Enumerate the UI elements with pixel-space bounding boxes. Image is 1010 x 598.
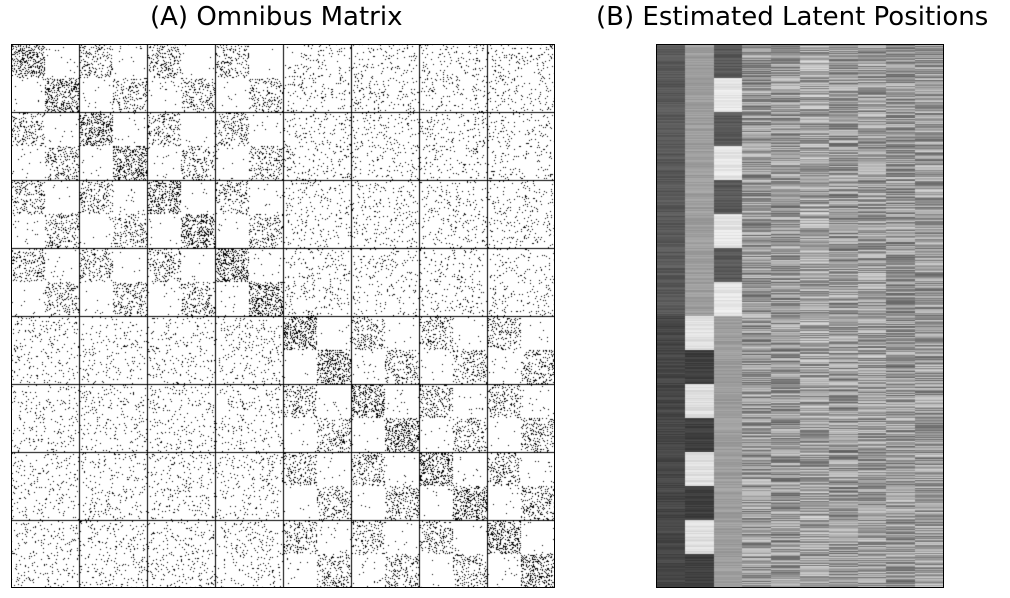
omnibus-matrix-title: (A) Omnibus Matrix [150,2,403,32]
latent-positions-heatmap [656,44,944,588]
omnibus-matrix-heatmap [11,44,555,588]
latent-positions-title: (B) Estimated Latent Positions [596,2,989,32]
